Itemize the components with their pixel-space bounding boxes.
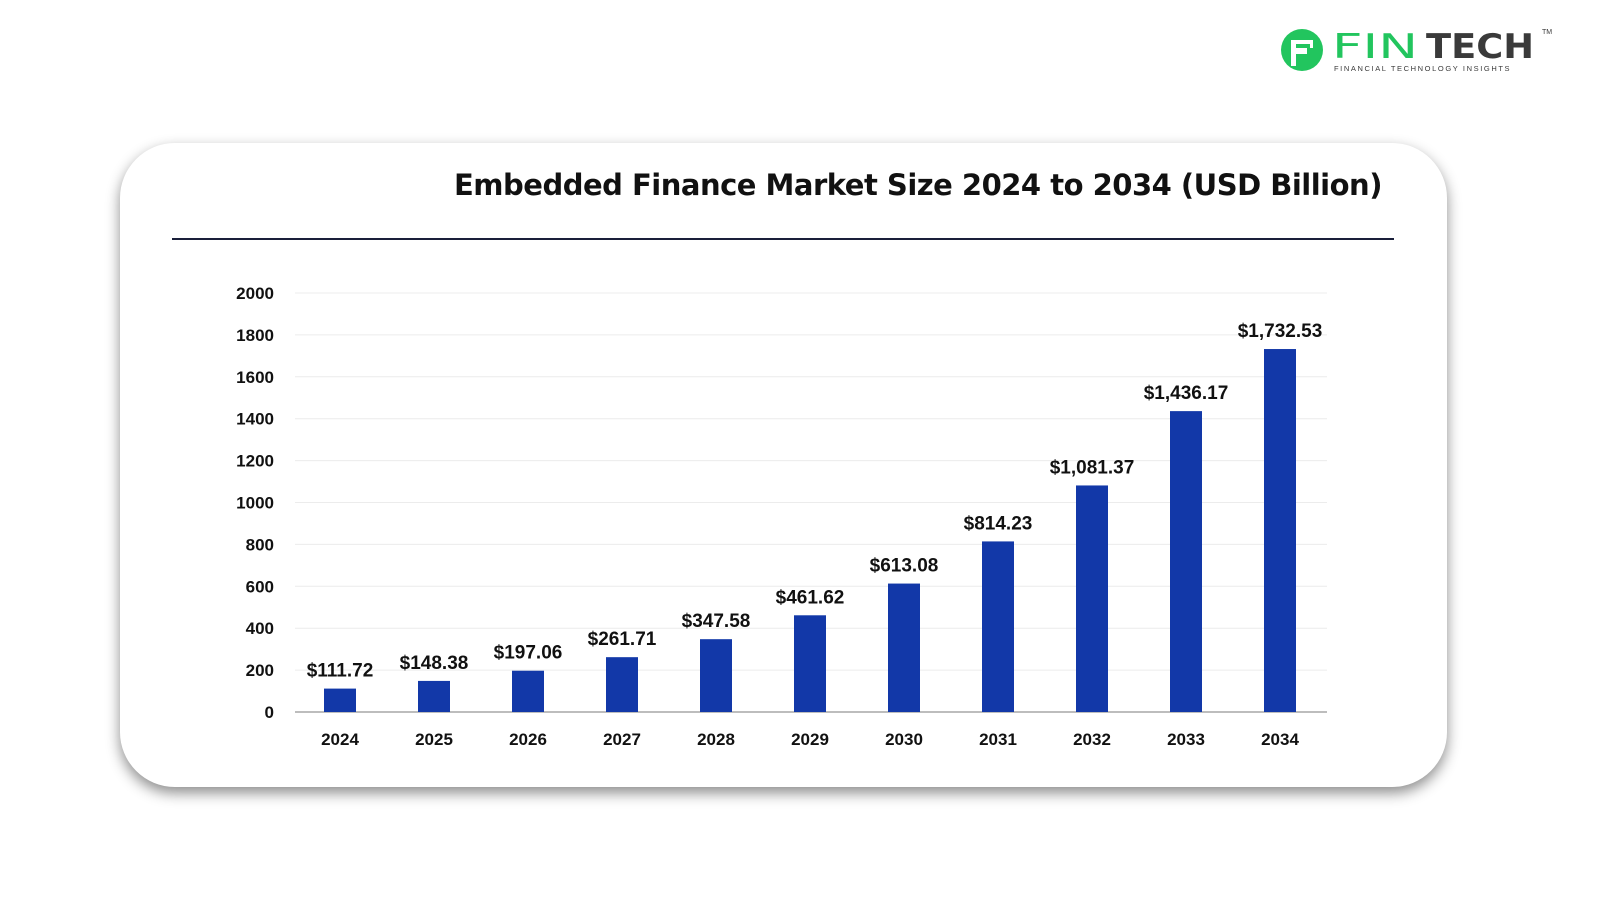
bar-2029: [794, 615, 826, 712]
bar-2027: [606, 657, 638, 712]
data-label: $1,732.53: [1238, 321, 1323, 342]
x-tick-label: 2029: [791, 730, 829, 749]
data-label: $347.58: [682, 611, 751, 632]
x-tick-label: 2032: [1073, 730, 1111, 749]
fintech-logo: FIN TECH TM FINANCIAL TECHNOLOGY INSIGHT…: [1280, 24, 1570, 76]
x-tick-label: 2031: [979, 730, 1017, 749]
data-label: $613.08: [870, 556, 939, 577]
y-tick-label: 2000: [236, 284, 274, 303]
y-tick-label: 1200: [236, 452, 274, 471]
y-tick-label: 600: [246, 577, 274, 596]
bar-2031: [982, 541, 1014, 712]
y-tick-label: 400: [246, 619, 274, 638]
y-tick-label: 200: [246, 661, 274, 680]
y-tick-label: 1800: [236, 326, 274, 345]
x-tick-label: 2030: [885, 730, 923, 749]
logo-fin: FIN: [1332, 27, 1418, 67]
x-tick-label: 2026: [509, 730, 547, 749]
x-tick-label: 2024: [321, 730, 359, 749]
logo-tagline: FINANCIAL TECHNOLOGY INSIGHTS: [1334, 64, 1511, 73]
bar-2028: [700, 639, 732, 712]
fintech-logo-mark: FIN TECH TM FINANCIAL TECHNOLOGY INSIGHT…: [1281, 27, 1552, 73]
bar-2025: [418, 680, 450, 712]
title-divider: [172, 238, 1394, 240]
x-tick-label: 2033: [1167, 730, 1205, 749]
data-label: $1,081.37: [1050, 457, 1135, 478]
y-tick-label: 800: [246, 535, 274, 554]
data-label: $1,436.17: [1144, 383, 1229, 404]
y-tick-label: 1000: [236, 494, 274, 513]
y-tick-label: 1400: [236, 410, 274, 429]
chart-title: Embedded Finance Market Size 2024 to 203…: [454, 168, 1382, 202]
y-tick-label: 1600: [236, 368, 274, 387]
data-label: $461.62: [776, 587, 845, 608]
x-tick-label: 2027: [603, 730, 641, 749]
bar-2034: [1264, 349, 1296, 712]
chart-card: [120, 143, 1447, 787]
logo-tech: TECH: [1426, 27, 1534, 67]
bar-2026: [512, 670, 544, 712]
data-label: $261.71: [588, 629, 657, 650]
logo-trademark: TM: [1542, 29, 1552, 36]
bar-2033: [1170, 411, 1202, 712]
y-tick-label: 0: [265, 703, 274, 722]
x-tick-label: 2025: [415, 730, 453, 749]
data-label: $197.06: [494, 643, 563, 664]
data-label: $111.72: [307, 661, 374, 682]
bar-2032: [1076, 485, 1108, 712]
data-label: $148.38: [400, 653, 469, 674]
bar-2024: [324, 688, 356, 712]
x-tick-label: 2028: [697, 730, 735, 749]
x-tick-label: 2034: [1261, 730, 1299, 749]
data-label: $814.23: [964, 513, 1033, 534]
bar-2030: [888, 583, 920, 712]
